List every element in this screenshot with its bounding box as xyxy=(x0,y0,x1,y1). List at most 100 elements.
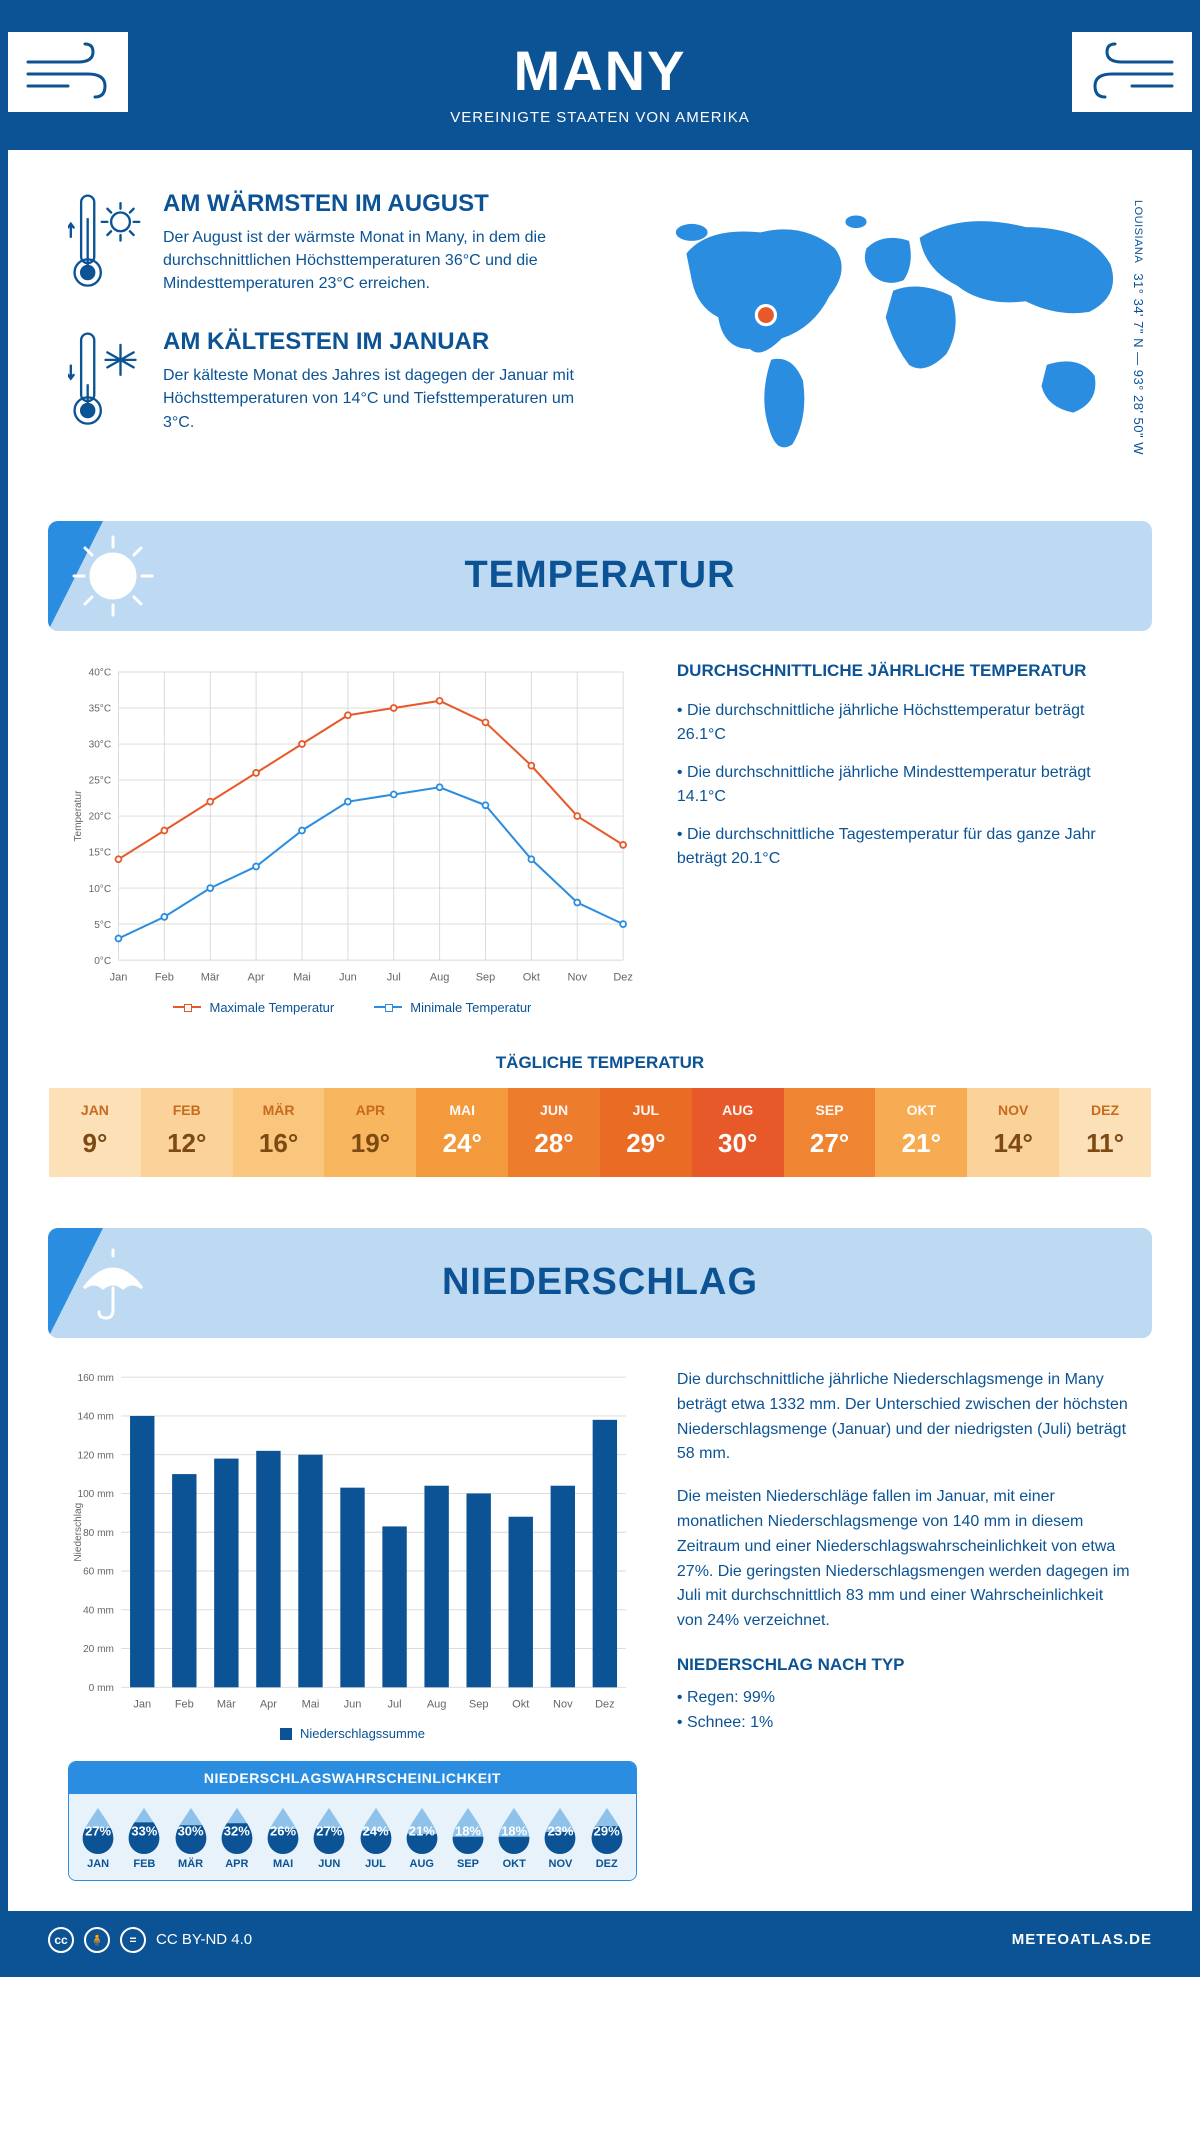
daily-cell: MAI24° xyxy=(416,1088,508,1177)
nd-icon: = xyxy=(120,1927,146,1953)
notes-p3: • Die durchschnittliche Tagestemperatur … xyxy=(677,823,1132,871)
prob-cell: 29%DEZ xyxy=(584,1806,630,1870)
section-title: NIEDERSCHLAG xyxy=(442,1261,758,1304)
site-name: METEOATLAS.DE xyxy=(1012,1931,1152,1948)
daily-cell: APR19° xyxy=(324,1088,416,1177)
intro: AM WÄRMSTEN IM AUGUST Der August ist der… xyxy=(8,150,1192,501)
prob-cell: 27%JAN xyxy=(75,1806,121,1870)
fact-text: Der kälteste Monat des Jahres ist dagege… xyxy=(163,364,604,434)
prob-title: NIEDERSCHLAGSWAHRSCHEINLICHKEIT xyxy=(69,1762,636,1794)
daily-cell: MÄR16° xyxy=(233,1088,325,1177)
precip-type-title: NIEDERSCHLAG NACH TYP xyxy=(677,1652,1132,1678)
svg-text:Sep: Sep xyxy=(469,1698,489,1710)
temperature-notes: DURCHSCHNITTLICHE JÄHRLICHE TEMPERATUR •… xyxy=(677,661,1132,1015)
precip-chart: 0 mm20 mm40 mm60 mm80 mm100 mm120 mm140 … xyxy=(68,1368,637,1717)
precip-snow: • Schnee: 1% xyxy=(677,1711,1132,1736)
svg-text:Mai: Mai xyxy=(293,971,311,983)
svg-text:0°C: 0°C xyxy=(94,955,111,966)
prob-cell: 26%MAI xyxy=(260,1806,306,1870)
notes-p1: • Die durchschnittliche jährliche Höchst… xyxy=(677,699,1132,747)
prob-cell: 23%NOV xyxy=(537,1806,583,1870)
svg-text:0 mm: 0 mm xyxy=(89,1683,114,1694)
daily-cell: JAN9° xyxy=(49,1088,141,1177)
svg-text:Jan: Jan xyxy=(133,1698,151,1710)
sun-icon xyxy=(48,521,178,631)
wind-icon xyxy=(1072,32,1192,112)
legend-label: Niederschlagssumme xyxy=(300,1726,425,1741)
precip-left: 0 mm20 mm40 mm60 mm80 mm100 mm120 mm140 … xyxy=(68,1368,637,1881)
header: MANY VEREINIGTE STAATEN VON AMERIKA xyxy=(8,8,1192,150)
thermometer-sun-icon xyxy=(68,190,143,298)
license: cc 🧍 = CC BY-ND 4.0 xyxy=(48,1927,252,1953)
svg-text:Apr: Apr xyxy=(260,1698,277,1710)
notes-title: DURCHSCHNITTLICHE JÄHRLICHE TEMPERATUR xyxy=(677,661,1132,681)
daily-cell: SEP27° xyxy=(784,1088,876,1177)
prob-row: 27%JAN33%FEB30%MÄR32%APR26%MAI27%JUN24%J… xyxy=(69,1794,636,1880)
svg-text:80 mm: 80 mm xyxy=(83,1528,114,1539)
page-title: MANY xyxy=(28,38,1172,103)
temperature-chart: 0°C5°C10°C15°C20°C25°C30°C35°C40°CJanFeb… xyxy=(68,661,637,1015)
svg-text:Dez: Dez xyxy=(613,971,633,983)
temperature-legend: .lgswatch::after{border-color:inherit}Ma… xyxy=(68,1000,637,1015)
prob-cell: 32%APR xyxy=(214,1806,260,1870)
daily-cell: AUG30° xyxy=(692,1088,784,1177)
svg-text:Jul: Jul xyxy=(387,971,401,983)
fact-title: AM WÄRMSTEN IM AUGUST xyxy=(163,190,604,218)
svg-text:Okt: Okt xyxy=(523,971,540,983)
prob-cell: 21%AUG xyxy=(399,1806,445,1870)
svg-text:Aug: Aug xyxy=(427,1698,447,1710)
world-map: LOUISIANA 31° 34' 7" N — 93° 28' 50" W xyxy=(644,190,1132,471)
prob-cell: 30%MÄR xyxy=(167,1806,213,1870)
svg-text:100 mm: 100 mm xyxy=(77,1489,113,1500)
coordinates: LOUISIANA 31° 34' 7" N — 93° 28' 50" W xyxy=(1131,200,1146,455)
precip-p1: Die durchschnittliche jährliche Niedersc… xyxy=(677,1368,1132,1467)
svg-text:Jul: Jul xyxy=(388,1698,402,1710)
svg-text:140 mm: 140 mm xyxy=(77,1412,113,1423)
page-subtitle: VEREINIGTE STAATEN VON AMERIKA xyxy=(28,109,1172,126)
legend-min: Minimale Temperatur xyxy=(410,1000,531,1015)
svg-text:Feb: Feb xyxy=(155,971,174,983)
thermometer-snow-icon xyxy=(68,328,143,436)
precip-text: Die durchschnittliche jährliche Niedersc… xyxy=(677,1368,1132,1881)
section-title: TEMPERATUR xyxy=(464,554,735,597)
precip-banner: NIEDERSCHLAG xyxy=(48,1228,1152,1338)
daily-temp-title: TÄGLICHE TEMPERATUR xyxy=(8,1053,1192,1073)
svg-text:Aug: Aug xyxy=(430,971,450,983)
precip-prob-box: NIEDERSCHLAGSWAHRSCHEINLICHKEIT 27%JAN33… xyxy=(68,1761,637,1881)
precip-legend: Niederschlagssumme xyxy=(68,1726,637,1741)
svg-text:160 mm: 160 mm xyxy=(77,1373,113,1384)
svg-text:Sep: Sep xyxy=(476,971,496,983)
svg-text:Feb: Feb xyxy=(175,1698,194,1710)
svg-text:10°C: 10°C xyxy=(89,883,112,894)
prob-cell: 27%JUN xyxy=(306,1806,352,1870)
svg-text:20 mm: 20 mm xyxy=(83,1644,114,1655)
daily-cell: JUN28° xyxy=(508,1088,600,1177)
daily-cell: OKT21° xyxy=(875,1088,967,1177)
temperature-body: 0°C5°C10°C15°C20°C25°C30°C35°C40°CJanFeb… xyxy=(8,631,1192,1035)
umbrella-icon xyxy=(48,1228,178,1338)
precip-body: 0 mm20 mm40 mm60 mm80 mm100 mm120 mm140 … xyxy=(8,1338,1192,1911)
legend-max: Maximale Temperatur xyxy=(209,1000,334,1015)
license-text: CC BY-ND 4.0 xyxy=(156,1931,252,1948)
svg-text:120 mm: 120 mm xyxy=(77,1450,113,1461)
daily-cell: NOV14° xyxy=(967,1088,1059,1177)
page: MANY VEREINIGTE STAATEN VON AMERIKA AM W… xyxy=(0,0,1200,1977)
lon-label: 93° 28' 50" W xyxy=(1131,370,1146,455)
svg-text:40 mm: 40 mm xyxy=(83,1605,114,1616)
daily-cell: JUL29° xyxy=(600,1088,692,1177)
svg-text:Okt: Okt xyxy=(512,1698,529,1710)
lat-label: 31° 34' 7" N xyxy=(1131,273,1146,348)
prob-cell: 24%JUL xyxy=(352,1806,398,1870)
by-icon: 🧍 xyxy=(84,1927,110,1953)
temperature-banner: TEMPERATUR xyxy=(48,521,1152,631)
fact-text: Der August ist der wärmste Monat in Many… xyxy=(163,226,604,296)
svg-text:20°C: 20°C xyxy=(89,811,112,822)
daily-cell: DEZ11° xyxy=(1059,1088,1151,1177)
svg-text:Dez: Dez xyxy=(595,1698,615,1710)
svg-text:35°C: 35°C xyxy=(89,703,112,714)
fact-warmest: AM WÄRMSTEN IM AUGUST Der August ist der… xyxy=(68,190,604,298)
svg-text:Jun: Jun xyxy=(339,971,357,983)
precip-rain: • Regen: 99% xyxy=(677,1686,1132,1711)
svg-text:Nov: Nov xyxy=(567,971,587,983)
fact-coldest: AM KÄLTESTEN IM JANUAR Der kälteste Mona… xyxy=(68,328,604,436)
